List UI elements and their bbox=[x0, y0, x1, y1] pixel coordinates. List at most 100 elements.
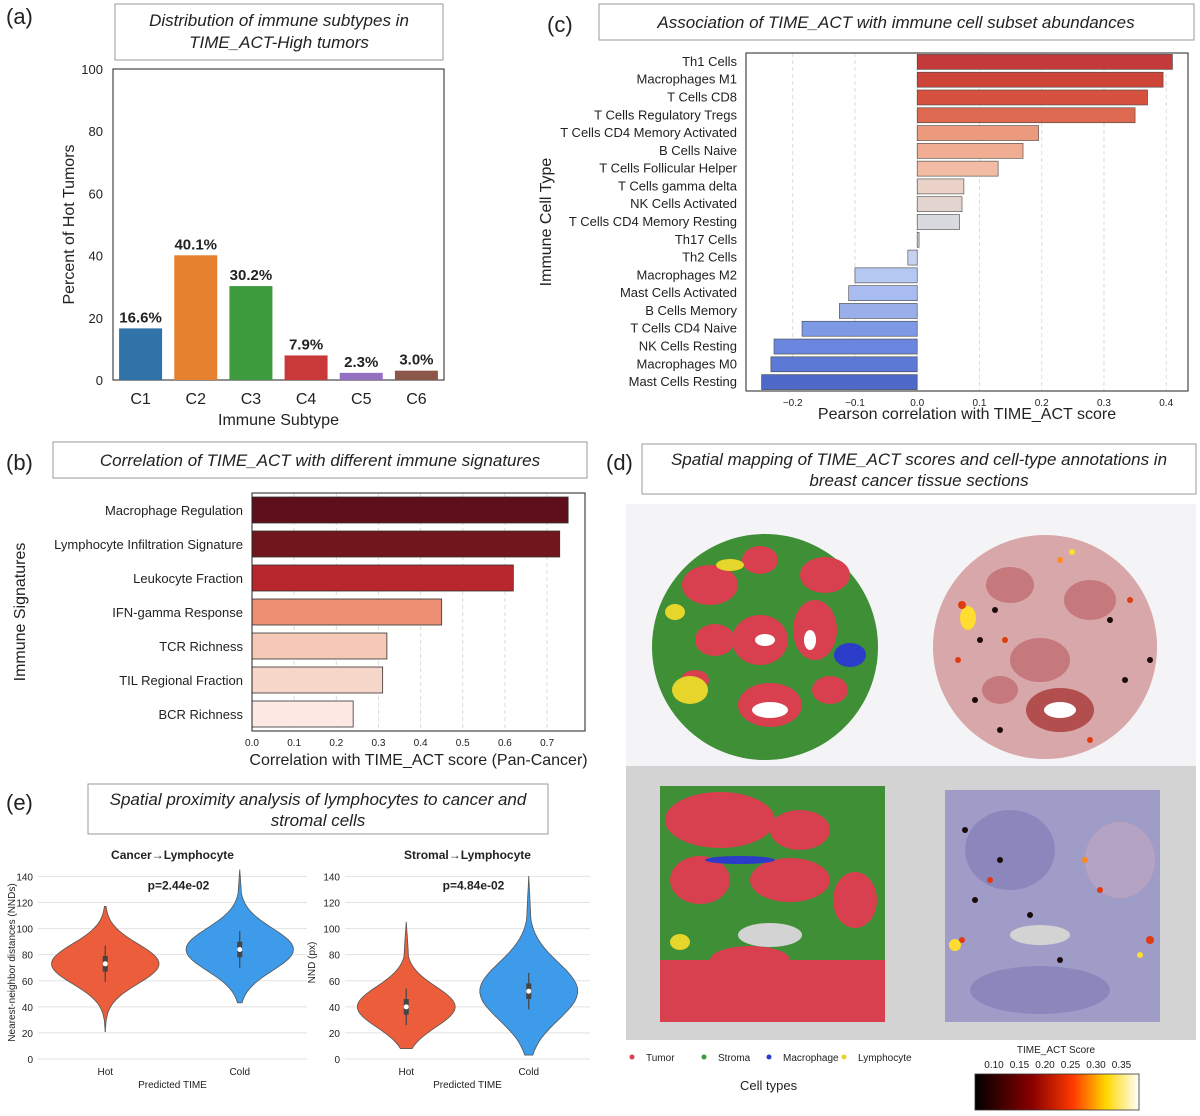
panel-c-label: (c) bbox=[547, 12, 573, 37]
chart-c-ytick: T Cells CD4 Naive bbox=[630, 321, 737, 336]
chart-a-ytick: 0 bbox=[96, 373, 103, 388]
chart-a-xtick: C3 bbox=[241, 391, 262, 408]
chart-a-bar bbox=[119, 328, 163, 380]
chart-c-xtick: 0.0 bbox=[910, 398, 924, 409]
chart-c-bar bbox=[916, 231, 920, 248]
chart-b-ytick: BCR Richness bbox=[158, 707, 243, 722]
chart-b-xtick: 0.1 bbox=[287, 738, 301, 749]
chart-e2-ytick: 120 bbox=[323, 899, 340, 910]
chart-a-xtick: C2 bbox=[186, 391, 207, 408]
chart-c-bar bbox=[839, 303, 918, 319]
chart-a-ytick: 60 bbox=[89, 186, 103, 201]
chart-c-bar bbox=[916, 214, 960, 230]
chart-a-value-label: 16.6% bbox=[119, 309, 162, 326]
chart-c-ytick: Mast Cells Resting bbox=[629, 374, 737, 389]
chart-c-bar bbox=[916, 143, 1024, 159]
chart-e2-ytick: 0 bbox=[334, 1055, 340, 1066]
panel-d-title-box bbox=[641, 443, 1197, 495]
chart-b-ytick: Macrophage Regulation bbox=[105, 503, 243, 518]
chart-c-ytick: Mast Cells Activated bbox=[620, 285, 737, 300]
chart-c-ytick: Macrophages M2 bbox=[637, 267, 737, 282]
panel-a-title-box bbox=[114, 3, 444, 61]
chart-e1-median-dot bbox=[237, 946, 243, 952]
chart-c-bar bbox=[916, 196, 963, 213]
chart-e1-ylabel: Nearest-neighbor distances (NNDs) bbox=[7, 883, 18, 1041]
chart-c-ytick: T Cells CD4 Memory Resting bbox=[569, 214, 737, 229]
chart-a-xlabel: Immune Subtype bbox=[218, 412, 339, 429]
chart-c-ytick: Th17 Cells bbox=[675, 232, 738, 247]
tissue-image-celltypes-top bbox=[652, 534, 878, 760]
panel-e-title-line1: Spatial proximity analysis of lymphocyte… bbox=[110, 790, 527, 809]
chart-c-bar bbox=[916, 71, 1164, 88]
chart-e2-ytick: 140 bbox=[323, 872, 340, 883]
legend-label-stroma: Stroma bbox=[718, 1053, 751, 1064]
chart-a-bar bbox=[174, 255, 218, 380]
chart-e2-violin bbox=[479, 876, 579, 1056]
chart-a-bar bbox=[229, 286, 273, 380]
chart-c-ytick: NK Cells Resting bbox=[639, 339, 737, 354]
chart-e2-ylabel: NND (px) bbox=[307, 942, 318, 984]
chart-a-ytick: 80 bbox=[89, 124, 103, 139]
chart-e1-median-dot bbox=[102, 961, 108, 967]
chart-a-value-label: 7.9% bbox=[289, 336, 323, 353]
chart-e2-ytick: 20 bbox=[329, 1029, 341, 1040]
legend-label-lymphocyte: Lymphocyte bbox=[858, 1053, 912, 1064]
chart-c-xtick: −0.1 bbox=[845, 398, 865, 409]
chart-a-ytick: 40 bbox=[89, 249, 103, 264]
chart-a-xtick: C4 bbox=[296, 391, 317, 408]
chart-e2-median-dot bbox=[403, 1004, 409, 1010]
chart-c-ytick: Th1 Cells bbox=[682, 54, 737, 69]
chart-c-ylabel: Immune Cell Type bbox=[538, 158, 555, 287]
cell-type-legend: Tumor Stroma Macrophage Lymphocyte bbox=[629, 1053, 912, 1064]
chart-b-ylabel: Immune Signatures bbox=[12, 543, 29, 682]
chart-a-bar bbox=[394, 370, 438, 380]
chart-a-xtick: C6 bbox=[406, 391, 427, 408]
chart-e1-annotation: p=2.44e-02 bbox=[148, 878, 210, 892]
chart-e1-title: Cancer→Lymphocyte bbox=[111, 848, 234, 862]
chart-b-xtick: 0.5 bbox=[456, 738, 470, 749]
chart-e2-ytick: 40 bbox=[329, 1003, 341, 1014]
chart-b-bar bbox=[251, 700, 354, 728]
colorbar bbox=[974, 1073, 1140, 1111]
chart-c-bar bbox=[916, 125, 1039, 141]
chart-e2-ytick: 60 bbox=[329, 977, 341, 988]
chart-b: 0.0 0.1 0.2 0.3 0.4 0.5 0.6 0.7 Macrophage Regul… bbox=[12, 492, 588, 769]
panel-c-title: Association of TIME_ACT with immune cell… bbox=[656, 13, 1135, 32]
legend-marker-tumor bbox=[629, 1054, 635, 1060]
chart-b-xtick: 0.4 bbox=[414, 738, 428, 749]
chart-b-bar bbox=[251, 666, 384, 694]
chart-e2-xtick: Hot bbox=[398, 1067, 414, 1078]
chart-c-xtick: 0.1 bbox=[972, 398, 986, 409]
chart-c-bar bbox=[773, 338, 918, 355]
legend-marker-stroma bbox=[701, 1054, 707, 1060]
panel-b-title-box bbox=[52, 441, 588, 479]
panel-d-title-line2: breast cancer tissue sections bbox=[809, 471, 1029, 490]
chart-c: −0.2 −0.1 0.0 0.1 0.2 0.3 0.4 Th1 Cells Macropha… bbox=[538, 52, 1189, 423]
chart-b-xtick: 0.3 bbox=[372, 738, 386, 749]
colorbar-tick: 0.25 bbox=[1061, 1060, 1081, 1071]
chart-b-bar bbox=[251, 564, 514, 592]
colorbar-ticks: 0.10 0.15 0.20 0.25 0.30 0.35 bbox=[984, 1060, 1131, 1071]
chart-b-bar bbox=[251, 496, 569, 524]
chart-c-xtick: 0.2 bbox=[1035, 398, 1049, 409]
legend-label-macrophage: Macrophage bbox=[783, 1053, 839, 1064]
chart-b-xtick: 0.7 bbox=[540, 738, 554, 749]
chart-c-ytick: B Cells Naive bbox=[659, 143, 737, 158]
panel-d-title-line1: Spatial mapping of TIME_ACT scores and c… bbox=[671, 450, 1167, 469]
chart-e1-ytick: 60 bbox=[22, 977, 34, 988]
chart-e2-ytick: 100 bbox=[323, 925, 340, 936]
chart-a-xtick: C5 bbox=[351, 391, 372, 408]
panel-c: (c) Association of TIME_ACT with immune … bbox=[538, 3, 1195, 423]
chart-c-bar bbox=[916, 54, 1173, 70]
chart-a-value-label: 2.3% bbox=[344, 354, 378, 371]
chart-c-ytick: Macrophages M1 bbox=[637, 72, 737, 87]
chart-a-value-label: 30.2% bbox=[230, 267, 273, 284]
chart-c-xtick: −0.2 bbox=[783, 398, 803, 409]
legend-label-tumor: Tumor bbox=[646, 1053, 675, 1064]
colorbar-tick: 0.35 bbox=[1112, 1060, 1132, 1071]
chart-e2-annotation: p=4.84e-02 bbox=[443, 878, 505, 892]
chart-e1-ytick: 40 bbox=[22, 1003, 34, 1014]
chart-b-xlabel: Correlation with TIME_ACT score (Pan-Can… bbox=[249, 752, 587, 769]
chart-b-xtick: 0.0 bbox=[245, 738, 259, 749]
